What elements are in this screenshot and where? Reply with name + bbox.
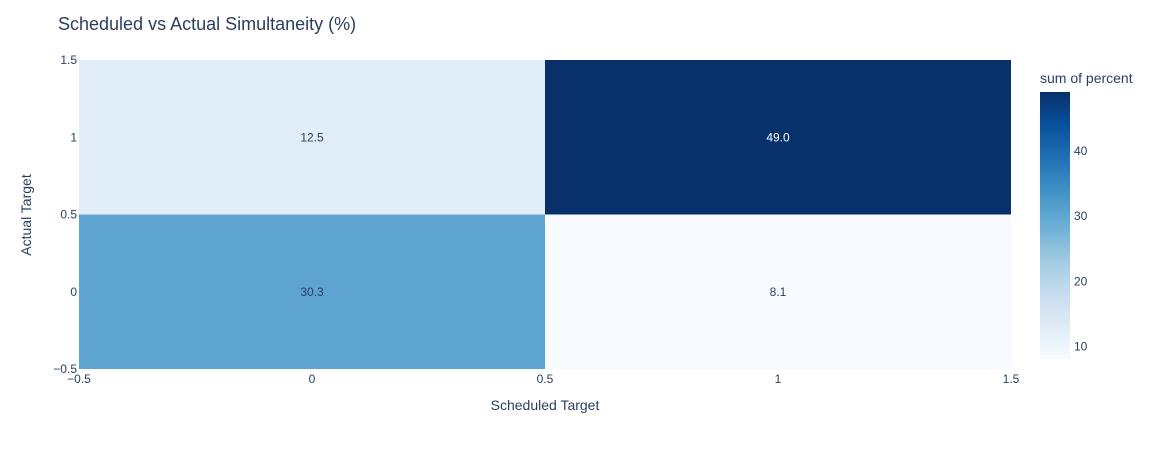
colorbar bbox=[1040, 92, 1070, 359]
heatmap-cell-labels: 30.3 8.1 12.5 49.0 bbox=[300, 130, 790, 299]
x-tick-label: 1 bbox=[775, 372, 782, 386]
y-tick-label: 0 bbox=[70, 285, 77, 299]
colorbar-tick-label: 40 bbox=[1074, 144, 1088, 158]
x-tick-label: −0.5 bbox=[67, 372, 91, 386]
colorbar-tick-label: 10 bbox=[1074, 340, 1088, 354]
heatmap-cell bbox=[545, 214, 1011, 369]
colorbar-tick-label: 30 bbox=[1074, 209, 1088, 223]
y-tick-label: 1 bbox=[70, 130, 77, 144]
x-tick-label: 0 bbox=[309, 372, 316, 386]
colorbar-ticks: 10 20 30 40 bbox=[1074, 144, 1088, 354]
cell-value-label: 12.5 bbox=[300, 130, 324, 144]
colorbar-title: sum of percent bbox=[1040, 70, 1133, 86]
heatmap-cells bbox=[79, 60, 1011, 369]
y-tick-label: 0.5 bbox=[60, 208, 77, 222]
x-axis-ticks: −0.5 0 0.5 1 1.5 bbox=[67, 372, 1020, 386]
cell-value-label: 49.0 bbox=[766, 130, 790, 144]
cell-value-label: 30.3 bbox=[300, 285, 324, 299]
colorbar-tick-label: 20 bbox=[1074, 274, 1088, 288]
chart-title: Scheduled vs Actual Simultaneity (%) bbox=[58, 14, 356, 34]
cell-value-label: 8.1 bbox=[770, 285, 787, 299]
y-tick-label: −0.5 bbox=[53, 362, 77, 376]
heatmap-cell bbox=[545, 60, 1011, 215]
heatmap-cell bbox=[79, 60, 545, 215]
x-axis-title: Scheduled Target bbox=[491, 397, 600, 413]
heatmap-cell bbox=[79, 214, 545, 369]
y-axis-title: Actual Target bbox=[18, 174, 34, 256]
y-axis-ticks: −0.5 0 0.5 1 1.5 bbox=[53, 53, 77, 376]
x-tick-label: 1.5 bbox=[1003, 372, 1020, 386]
y-tick-label: 1.5 bbox=[60, 53, 77, 67]
x-tick-label: 0.5 bbox=[537, 372, 554, 386]
